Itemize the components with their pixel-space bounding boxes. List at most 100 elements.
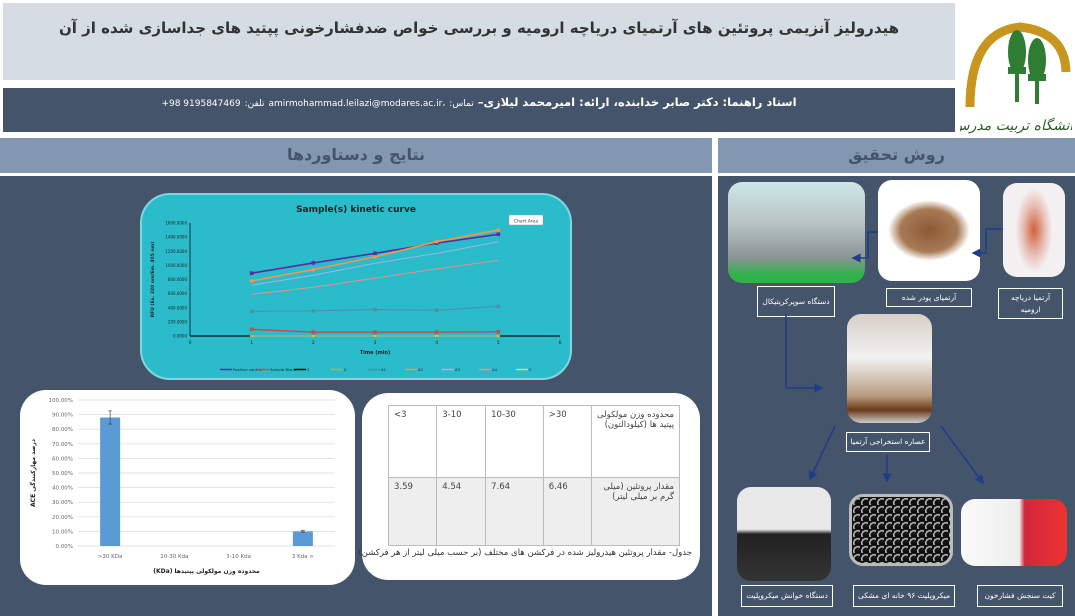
data-point — [434, 239, 439, 244]
data-point — [373, 307, 377, 312]
logo-text: دانشگاه تربیت مدرس — [960, 117, 1072, 134]
arrow-icon — [851, 231, 878, 263]
microplate-reader-image — [737, 487, 831, 581]
university-logo: دانشگاه تربیت مدرس — [953, 12, 1075, 137]
legend-label: A4 — [492, 367, 498, 372]
x-tick-label: >30 KDa — [98, 554, 123, 560]
data-point — [373, 251, 377, 256]
cell: 3-10 — [436, 405, 487, 478]
series-line-A4 — [251, 259, 499, 295]
authors: استاد راهنما: دکتر صابر خدابنده، ارائه: … — [477, 95, 797, 109]
y-tick-label: 70.00% — [52, 442, 73, 448]
cell: 4.54 — [436, 477, 487, 546]
author-band: استاد راهنما: دکتر صابر خدابنده، ارائه: … — [3, 88, 955, 132]
x-tick-label: 3 — [374, 340, 377, 346]
x-tick-label: 0 — [189, 340, 192, 346]
y-tick-label: 1000.0000 — [165, 263, 187, 268]
step-extract: عصاره استخراجی آرتمیا — [846, 432, 930, 452]
x-tick-label: 2 — [312, 340, 315, 346]
blood-pressure-kit-image — [961, 499, 1067, 566]
row-header: مقدار پروتئین (میلی گرم بر میلی لیتر) — [591, 477, 680, 546]
data-point — [311, 330, 316, 334]
cell: 6.46 — [542, 477, 593, 546]
data-point — [311, 261, 316, 265]
data-point — [311, 267, 316, 272]
filtration-image — [847, 314, 932, 423]
x-tick-label: 4 — [435, 340, 438, 346]
data-point — [434, 330, 439, 334]
y-tick-label: 40.00% — [52, 486, 73, 492]
x-tick-label: 3 Kda > — [292, 554, 314, 560]
step-supercritical: دستگاه سوپرکریتیکال — [757, 286, 835, 317]
title-box: هیدرولیز آنزیمی پروتئین های آرتمیای دریا… — [3, 3, 955, 80]
bar — [100, 417, 121, 546]
cell: >30 — [542, 405, 593, 478]
x-tick-label: 6 — [559, 340, 562, 346]
contact-label: تماس: — [449, 99, 474, 109]
data-point — [496, 232, 501, 237]
data-point — [249, 309, 254, 314]
cell: 3.59 — [387, 477, 438, 546]
phone-label: تلفن: — [244, 99, 265, 109]
author-line: استاد راهنما: دکتر صابر خدابنده، ارائه: … — [3, 95, 955, 109]
protein-table: <3 3-10 10-30 >30 محدوده وزن مولکولی پپت… — [387, 405, 680, 546]
data-point — [496, 228, 501, 232]
legend-label: Positive control — [233, 367, 262, 372]
cell: <3 — [387, 405, 438, 478]
series-line-A3 — [251, 241, 499, 286]
microplate-image — [849, 494, 953, 566]
protein-table-card: <3 3-10 10-30 >30 محدوده وزن مولکولی پپت… — [358, 393, 700, 580]
data-point — [311, 309, 316, 313]
step-reader: دستگاه خوانش میکروپلیت — [741, 585, 833, 607]
data-point — [373, 255, 377, 259]
artemia-powder-image — [878, 180, 980, 281]
legend-label: A1 — [381, 367, 387, 372]
step-powder: آرتمیای پودر شده — [886, 288, 972, 307]
data-point — [249, 271, 254, 275]
x-tick-label: 5 — [497, 340, 500, 346]
table-row: <3 3-10 10-30 >30 محدوده وزن مولکولی پپت… — [387, 405, 680, 478]
data-point — [249, 327, 254, 332]
arrow-icon — [785, 314, 824, 393]
data-point — [434, 308, 439, 313]
data-point — [373, 330, 377, 334]
methods-header: روش تحقیق — [718, 138, 1075, 173]
bar — [292, 531, 313, 546]
x-tick-label: 3-10 Kda — [226, 554, 251, 560]
legend-label: A3 — [455, 367, 461, 372]
x-axis-title: Time (min) — [360, 350, 391, 356]
y-axis-title: درصد مهارکنندگی ACE — [29, 439, 37, 507]
arrow-icon — [940, 425, 984, 485]
artemia-image — [1003, 183, 1065, 277]
y-tick-label: 0.00% — [56, 544, 73, 550]
kinetic-chart: Sample(s) kinetic curve Chart Area 0.0000 2… — [140, 193, 572, 380]
y-tick-label: 600.0000 — [168, 291, 188, 296]
y-axis-title: RFU (Ex. 320 nm/Em. 405 nm) — [150, 242, 156, 318]
phone: +98 9195847469 — [161, 99, 241, 109]
step-kit: کیت سنجش فشارخون — [977, 585, 1063, 607]
y-tick-label: 400.0000 — [168, 305, 188, 310]
error-bar — [300, 530, 305, 533]
ace-inhibition-chart: 0.00% 10.00% 20.00% 30.00% 40.00% 50.00% 60.00… — [20, 390, 355, 585]
y-tick-label: 0.0000 — [173, 334, 187, 339]
cell: 7.64 — [485, 477, 544, 546]
x-axis-title: محدوده وزن مولکولی پپتیدها (KDa) — [153, 568, 260, 575]
y-tick-label: 200.0000 — [168, 319, 188, 324]
results-header: نتایج و دستاوردها — [0, 138, 712, 173]
flow-arrows — [785, 228, 1003, 485]
x-tick-label: 10-30 Kda — [160, 554, 188, 560]
y-tick-label: 1200.0000 — [165, 249, 187, 254]
legend-label: 0 — [529, 367, 532, 372]
data-point — [496, 304, 501, 309]
table-row: 3.59 4.54 7.64 6.46 مقدار پروتئین (میلی … — [387, 477, 680, 546]
supercritical-device-image — [728, 182, 865, 283]
y-tick-label: 100.00% — [49, 398, 73, 404]
y-tick-label: 30.00% — [52, 500, 73, 506]
chart-title: Sample(s) kinetic curve — [296, 205, 416, 215]
chart-area-label: Chart Area — [514, 219, 538, 225]
arrow-icon — [809, 425, 836, 481]
data-point — [496, 329, 501, 334]
arrow-icon — [971, 228, 1003, 258]
step-microplate: میکروپلیت ۹۶ خانه ای مشکی — [853, 585, 955, 607]
poster-title: هیدرولیز آنزیمی پروتئین های آرتمیای دریا… — [58, 19, 900, 37]
